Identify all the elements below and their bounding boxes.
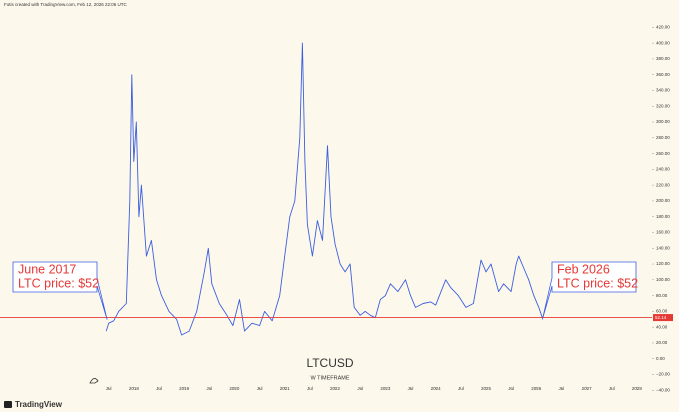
annotation-box: [541, 261, 637, 320]
y-tick-label: 160.00: [656, 230, 670, 235]
brand-logo: [4, 401, 12, 408]
y-tick-label: 240.00: [656, 167, 670, 172]
x-tick-label: Jul: [609, 386, 615, 391]
x-tick-label: Jul: [559, 386, 565, 391]
x-tick-label: 2023: [380, 386, 391, 391]
x-tick-label: 2028: [632, 386, 643, 391]
chart-title: LTCUSD: [306, 356, 353, 370]
x-tick-label: Jul: [307, 386, 313, 391]
footer: [0, 397, 679, 412]
x-tick-label: Jul: [458, 386, 464, 391]
x-tick-label: Jul: [257, 386, 263, 391]
x-tick-label: Jul: [357, 386, 363, 391]
price-line: [105, 42, 543, 336]
x-tick-label: 2022: [330, 386, 341, 391]
x-tick-label: Jul: [408, 386, 414, 391]
x-tick-label: Jul: [156, 386, 162, 391]
y-tick-label: 300.00: [656, 119, 670, 124]
x-tick-label: 2026: [531, 386, 542, 391]
annotation-text: June 2017: [18, 262, 76, 276]
y-tick-label: 100.00: [656, 277, 670, 282]
y-tick-label: 80.00: [656, 293, 668, 298]
x-tick-label: Jul: [206, 386, 212, 391]
chart-subtitle: W TIMEFRAME: [310, 375, 349, 381]
y-tick-label: 180.00: [656, 214, 670, 219]
annotation-text: LTC price: $52: [18, 276, 99, 290]
x-tick-label: 2024: [431, 386, 442, 391]
y-tick-label: 380.00: [656, 56, 670, 61]
y-tick-label: 260.00: [656, 151, 670, 156]
y-tick-label: 200.00: [656, 198, 670, 203]
x-tick-label: 2025: [481, 386, 492, 391]
y-tick-label: 20.00: [656, 340, 668, 345]
cursor-icon: [89, 378, 99, 384]
y-tick-label: 60.00: [656, 309, 668, 314]
y-tick-label: 360.00: [656, 72, 670, 77]
y-tick-label: 420.00: [656, 25, 670, 30]
x-tick-label: 2021: [280, 386, 291, 391]
x-tick-label: 2018: [129, 386, 140, 391]
y-tick-label: 280.00: [656, 135, 670, 140]
x-tick-label: 2019: [179, 386, 190, 391]
y-tick-label: −20.00: [656, 372, 670, 377]
x-tick-label: 2020: [229, 386, 240, 391]
x-tick-label: Jul: [106, 386, 112, 391]
price-tag-box: [653, 314, 673, 322]
annotation-text: LTC price: $52: [557, 276, 638, 290]
annotation-box: [12, 261, 108, 320]
watermark: Fotis created with TradingView.com, Feb …: [4, 2, 127, 7]
y-tick-label: 220.00: [656, 182, 670, 187]
y-tick-label: 400.00: [656, 40, 670, 45]
y-tick-label: 120.00: [656, 261, 670, 266]
y-tick-label: 0.00: [656, 356, 665, 361]
annotation-text: Feb 2026: [557, 262, 610, 276]
x-tick-label: Jul: [508, 386, 514, 391]
y-tick-label: 340.00: [656, 88, 670, 93]
brand-name: TradingView: [15, 400, 63, 409]
y-tick-label: 140.00: [656, 245, 670, 250]
price-tag: 52.14: [655, 315, 667, 320]
y-tick-label: 320.00: [656, 103, 670, 108]
y-tick-label: −40.00: [656, 387, 670, 392]
x-tick-label: 2027: [582, 386, 593, 391]
y-tick-label: 40.00: [656, 324, 668, 329]
